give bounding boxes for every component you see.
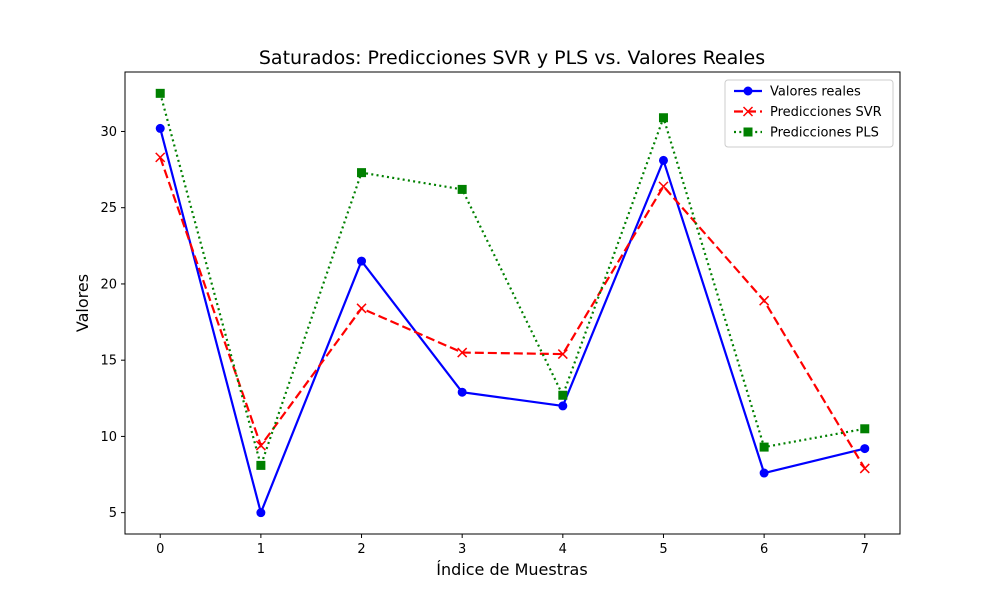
data-point-s0-2 (357, 256, 367, 266)
legend: Valores reales Predicciones SVR Prediccion… (724, 79, 894, 148)
y-axis-ticks: 5 10 15 20 25 30 (100, 125, 125, 521)
data-point-s2-3 (457, 184, 467, 194)
x-tick-label: 3 (458, 542, 466, 557)
legend-frame (724, 79, 894, 148)
x-tick-label: 4 (559, 542, 567, 557)
data-point-s0-7 (860, 444, 870, 454)
data-point-s0-5 (658, 155, 668, 165)
y-tick-label: 20 (100, 277, 117, 292)
legend-label-2: Predicciones PLS (770, 126, 879, 141)
data-point-s2-2 (357, 168, 367, 178)
series-line-1 (159, 157, 866, 470)
y-tick-label: 30 (100, 125, 117, 140)
data-point-s0-3 (457, 387, 467, 397)
data-point-s2-5 (658, 113, 668, 123)
y-tick-label: 15 (100, 354, 117, 369)
x-tick-label: 0 (156, 542, 164, 557)
data-point-s1-3 (457, 347, 468, 358)
x-tick-label: 7 (861, 542, 869, 557)
y-tick-label: 5 (109, 506, 117, 521)
series-line-0 (159, 128, 866, 517)
legend-marker-1 (742, 106, 754, 117)
x-tick-label: 2 (357, 542, 365, 557)
x-tick-label: 6 (760, 542, 768, 557)
data-point-s1-4 (557, 349, 568, 360)
x-tick-label: 5 (659, 542, 667, 557)
data-point-s2-0 (155, 88, 165, 98)
data-point-s1-0 (155, 152, 166, 163)
chart-title: Saturados: Predicciones SVR y PLS vs. Va… (259, 47, 765, 69)
y-tick-label: 10 (100, 430, 117, 445)
data-point-s2-1 (256, 460, 266, 470)
plot-area (125, 72, 900, 534)
x-tick-label: 1 (257, 542, 265, 557)
y-axis-label: Valores (73, 274, 92, 332)
data-point-s1-5 (658, 181, 669, 192)
data-point-s1-2 (356, 303, 367, 314)
legend-label-0: Valores reales (770, 85, 861, 100)
x-axis-ticks: 0 1 2 3 4 5 6 7 (156, 534, 869, 557)
legend-label-1: Predicciones SVR (770, 105, 882, 120)
data-point-s2-4 (558, 390, 568, 400)
legend-marker-0 (743, 86, 753, 96)
x-axis-label: Índice de Muestras (436, 560, 587, 579)
data-point-s0-0 (155, 123, 165, 133)
legend-marker-2 (743, 127, 753, 137)
data-point-s1-1 (255, 440, 266, 451)
data-point-s2-6 (759, 442, 769, 452)
y-tick-label: 25 (100, 201, 117, 216)
series-layer (155, 88, 870, 518)
data-point-s0-6 (759, 468, 769, 478)
data-point-s0-1 (256, 508, 266, 518)
plot-frame (124, 71, 901, 535)
data-point-s0-4 (558, 401, 568, 411)
data-point-s1-7 (859, 463, 870, 474)
data-point-s1-6 (759, 295, 770, 306)
data-point-s2-7 (860, 424, 870, 434)
